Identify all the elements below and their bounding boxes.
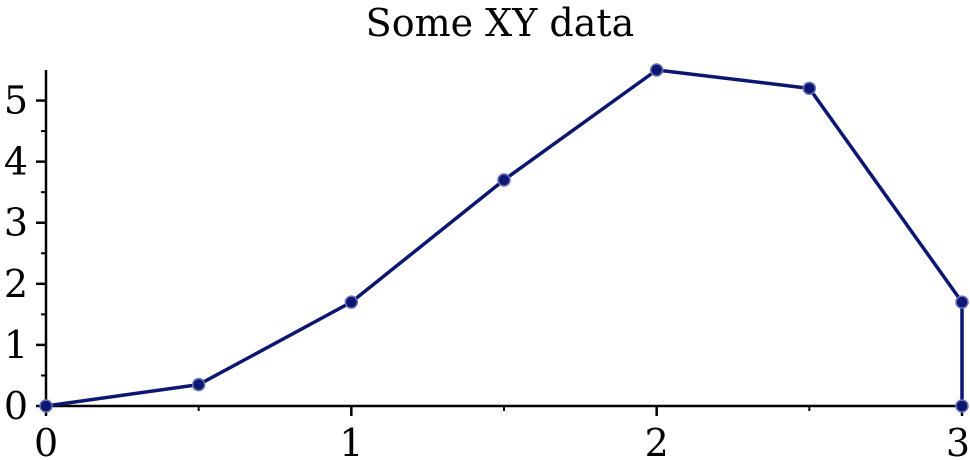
series xyxy=(39,63,969,413)
y-tick-label: 0 xyxy=(4,384,28,428)
data-point xyxy=(191,377,206,392)
data-point xyxy=(802,81,817,96)
y-tick-label: 4 xyxy=(4,140,28,184)
data-point xyxy=(955,399,969,413)
series-line xyxy=(44,68,964,408)
data-point xyxy=(39,399,53,413)
tick-marks xyxy=(36,99,964,416)
tick-labels: 0 1 2 3 0 1 2 3 4 5 xyxy=(4,79,970,460)
data-point xyxy=(649,63,664,77)
x-tick-label: 2 xyxy=(645,421,669,460)
y-tick-label: 5 xyxy=(4,79,28,123)
data-point xyxy=(497,173,511,187)
data-point xyxy=(344,295,359,309)
data-point xyxy=(955,295,969,309)
y-tick-label: 2 xyxy=(4,262,28,306)
x-tick-label: 3 xyxy=(946,421,970,460)
y-tick-label: 3 xyxy=(4,201,28,245)
x-tick-label: 1 xyxy=(339,421,363,460)
y-tick-label: 1 xyxy=(4,323,28,367)
axes xyxy=(44,70,962,408)
chart-title: Some XY data xyxy=(366,1,635,45)
x-tick-label: 0 xyxy=(34,421,58,460)
